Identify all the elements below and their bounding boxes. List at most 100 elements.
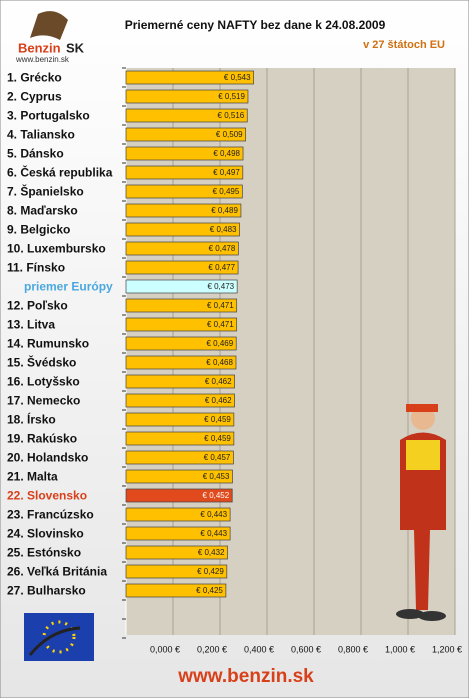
x-tick-label: 0,800 € xyxy=(338,644,368,654)
bar xyxy=(125,583,227,598)
y-tick-label: 1. Grécko xyxy=(7,71,62,85)
bar xyxy=(125,412,235,427)
bar xyxy=(125,127,246,142)
y-tick-label: 7. Španielsko xyxy=(7,184,84,199)
bar xyxy=(125,222,240,237)
y-tick-label: 10. Luxembursko xyxy=(7,242,106,256)
y-tick-label: 25. Estónsko xyxy=(7,546,81,560)
x-tick-label: 1,000 € xyxy=(385,644,415,654)
y-tick-label: 20. Holandsko xyxy=(7,451,88,465)
value-label: € 0,519 xyxy=(218,92,245,101)
value-label: € 0,516 xyxy=(218,111,245,120)
y-tick-label: 21. Malta xyxy=(7,470,58,484)
x-tick-label: 1,200 € xyxy=(432,644,462,654)
chart-title: Priemerné ceny NAFTY bez dane k 24.08.20… xyxy=(125,18,386,32)
value-label: € 0,473 xyxy=(207,282,234,291)
value-label: € 0,453 xyxy=(203,472,230,481)
y-tick-label: 22. Slovensko xyxy=(7,489,87,503)
logo-name: Benzin xyxy=(18,40,61,55)
y-tick-label: 17. Nemecko xyxy=(7,394,80,408)
bar xyxy=(125,431,235,446)
y-tick-label: 9. Belgicko xyxy=(7,223,70,237)
bar xyxy=(125,450,234,465)
value-label: € 0,443 xyxy=(200,529,227,538)
bar xyxy=(125,488,233,503)
value-label: € 0,468 xyxy=(206,358,233,367)
bar xyxy=(125,317,238,332)
value-label: € 0,462 xyxy=(205,396,232,405)
mascot-shoe xyxy=(418,611,446,621)
y-tick-label: 5. Dánsko xyxy=(7,147,64,161)
value-label: € 0,459 xyxy=(204,434,231,443)
bar xyxy=(125,89,249,104)
value-label: € 0,457 xyxy=(204,453,231,462)
value-label: € 0,462 xyxy=(205,377,232,386)
bar xyxy=(125,355,237,370)
mascot-body xyxy=(400,432,446,610)
y-tick-label: 18. Írsko xyxy=(7,412,56,427)
value-label: € 0,497 xyxy=(213,168,240,177)
bar xyxy=(125,374,235,389)
logo-url: www.benzin.sk xyxy=(15,55,70,64)
bar xyxy=(125,545,228,560)
x-tick-label: 0,200 € xyxy=(197,644,227,654)
y-tick-label: 6. Česká republika xyxy=(7,165,113,180)
flag-stars xyxy=(42,620,76,654)
value-label: € 0,425 xyxy=(196,586,223,595)
value-label: € 0,471 xyxy=(207,320,234,329)
bar xyxy=(125,526,231,541)
y-tick-label: 12. Poľsko xyxy=(7,299,68,313)
value-label: € 0,443 xyxy=(200,510,227,519)
value-label: € 0,509 xyxy=(216,130,243,139)
y-tick-label: 27. Bulharsko xyxy=(7,584,86,598)
value-label: € 0,459 xyxy=(204,415,231,424)
y-tick-label: 15. Švédsko xyxy=(7,355,76,370)
value-label: € 0,477 xyxy=(208,263,235,272)
bar xyxy=(125,146,244,161)
bar xyxy=(125,336,237,351)
value-label: € 0,469 xyxy=(207,339,234,348)
bar xyxy=(125,241,239,256)
y-tick-label: 2. Cyprus xyxy=(7,90,62,104)
bar xyxy=(125,260,239,275)
x-tick-label: 0,400 € xyxy=(244,644,274,654)
y-tick-label: 19. Rakúsko xyxy=(7,432,77,446)
value-label: € 0,429 xyxy=(197,567,224,576)
value-label: € 0,489 xyxy=(211,206,238,215)
mascot xyxy=(396,404,446,621)
mascot-shoe xyxy=(396,609,424,619)
nozzle xyxy=(28,626,81,656)
y-tick-label: 3. Portugalsko xyxy=(7,109,90,123)
bar xyxy=(125,298,238,313)
value-label: € 0,471 xyxy=(207,301,234,310)
y-tick-label: 11. Fínsko xyxy=(7,261,65,275)
bar xyxy=(125,70,254,85)
value-label: € 0,483 xyxy=(210,225,237,234)
value-label: € 0,495 xyxy=(213,187,240,196)
x-tick-label: 0,000 € xyxy=(150,644,180,654)
value-label: € 0,498 xyxy=(213,149,240,158)
flag xyxy=(24,613,94,661)
logo: Benzin SK www.benzin.sk xyxy=(15,11,85,64)
y-tick-label: 4. Taliansko xyxy=(7,128,75,142)
footer: www.benzin.sk xyxy=(177,666,314,687)
y-tick-label: 13. Litva xyxy=(7,318,55,332)
bar xyxy=(125,184,243,199)
y-tick-label: 26. Veľká Británia xyxy=(7,565,107,579)
bar xyxy=(125,108,248,123)
y-tick-label: 8. Maďarsko xyxy=(7,204,78,218)
logo-icon xyxy=(30,11,68,41)
bar xyxy=(125,564,228,579)
value-label: € 0,452 xyxy=(203,491,230,500)
y-tick-label: priemer Európy xyxy=(24,280,113,294)
logo-country: SK xyxy=(66,40,85,55)
chart-subtitle: v 27 štátoch EU xyxy=(363,39,445,51)
y-tick-label: 23. Francúzsko xyxy=(7,508,94,522)
bar xyxy=(125,393,235,408)
value-label: € 0,543 xyxy=(224,73,251,82)
mascot-cap xyxy=(406,404,438,412)
bar xyxy=(125,469,233,484)
y-tick-label: 16. Lotyšsko xyxy=(7,375,80,389)
value-label: € 0,478 xyxy=(209,244,236,253)
bar xyxy=(125,507,231,522)
